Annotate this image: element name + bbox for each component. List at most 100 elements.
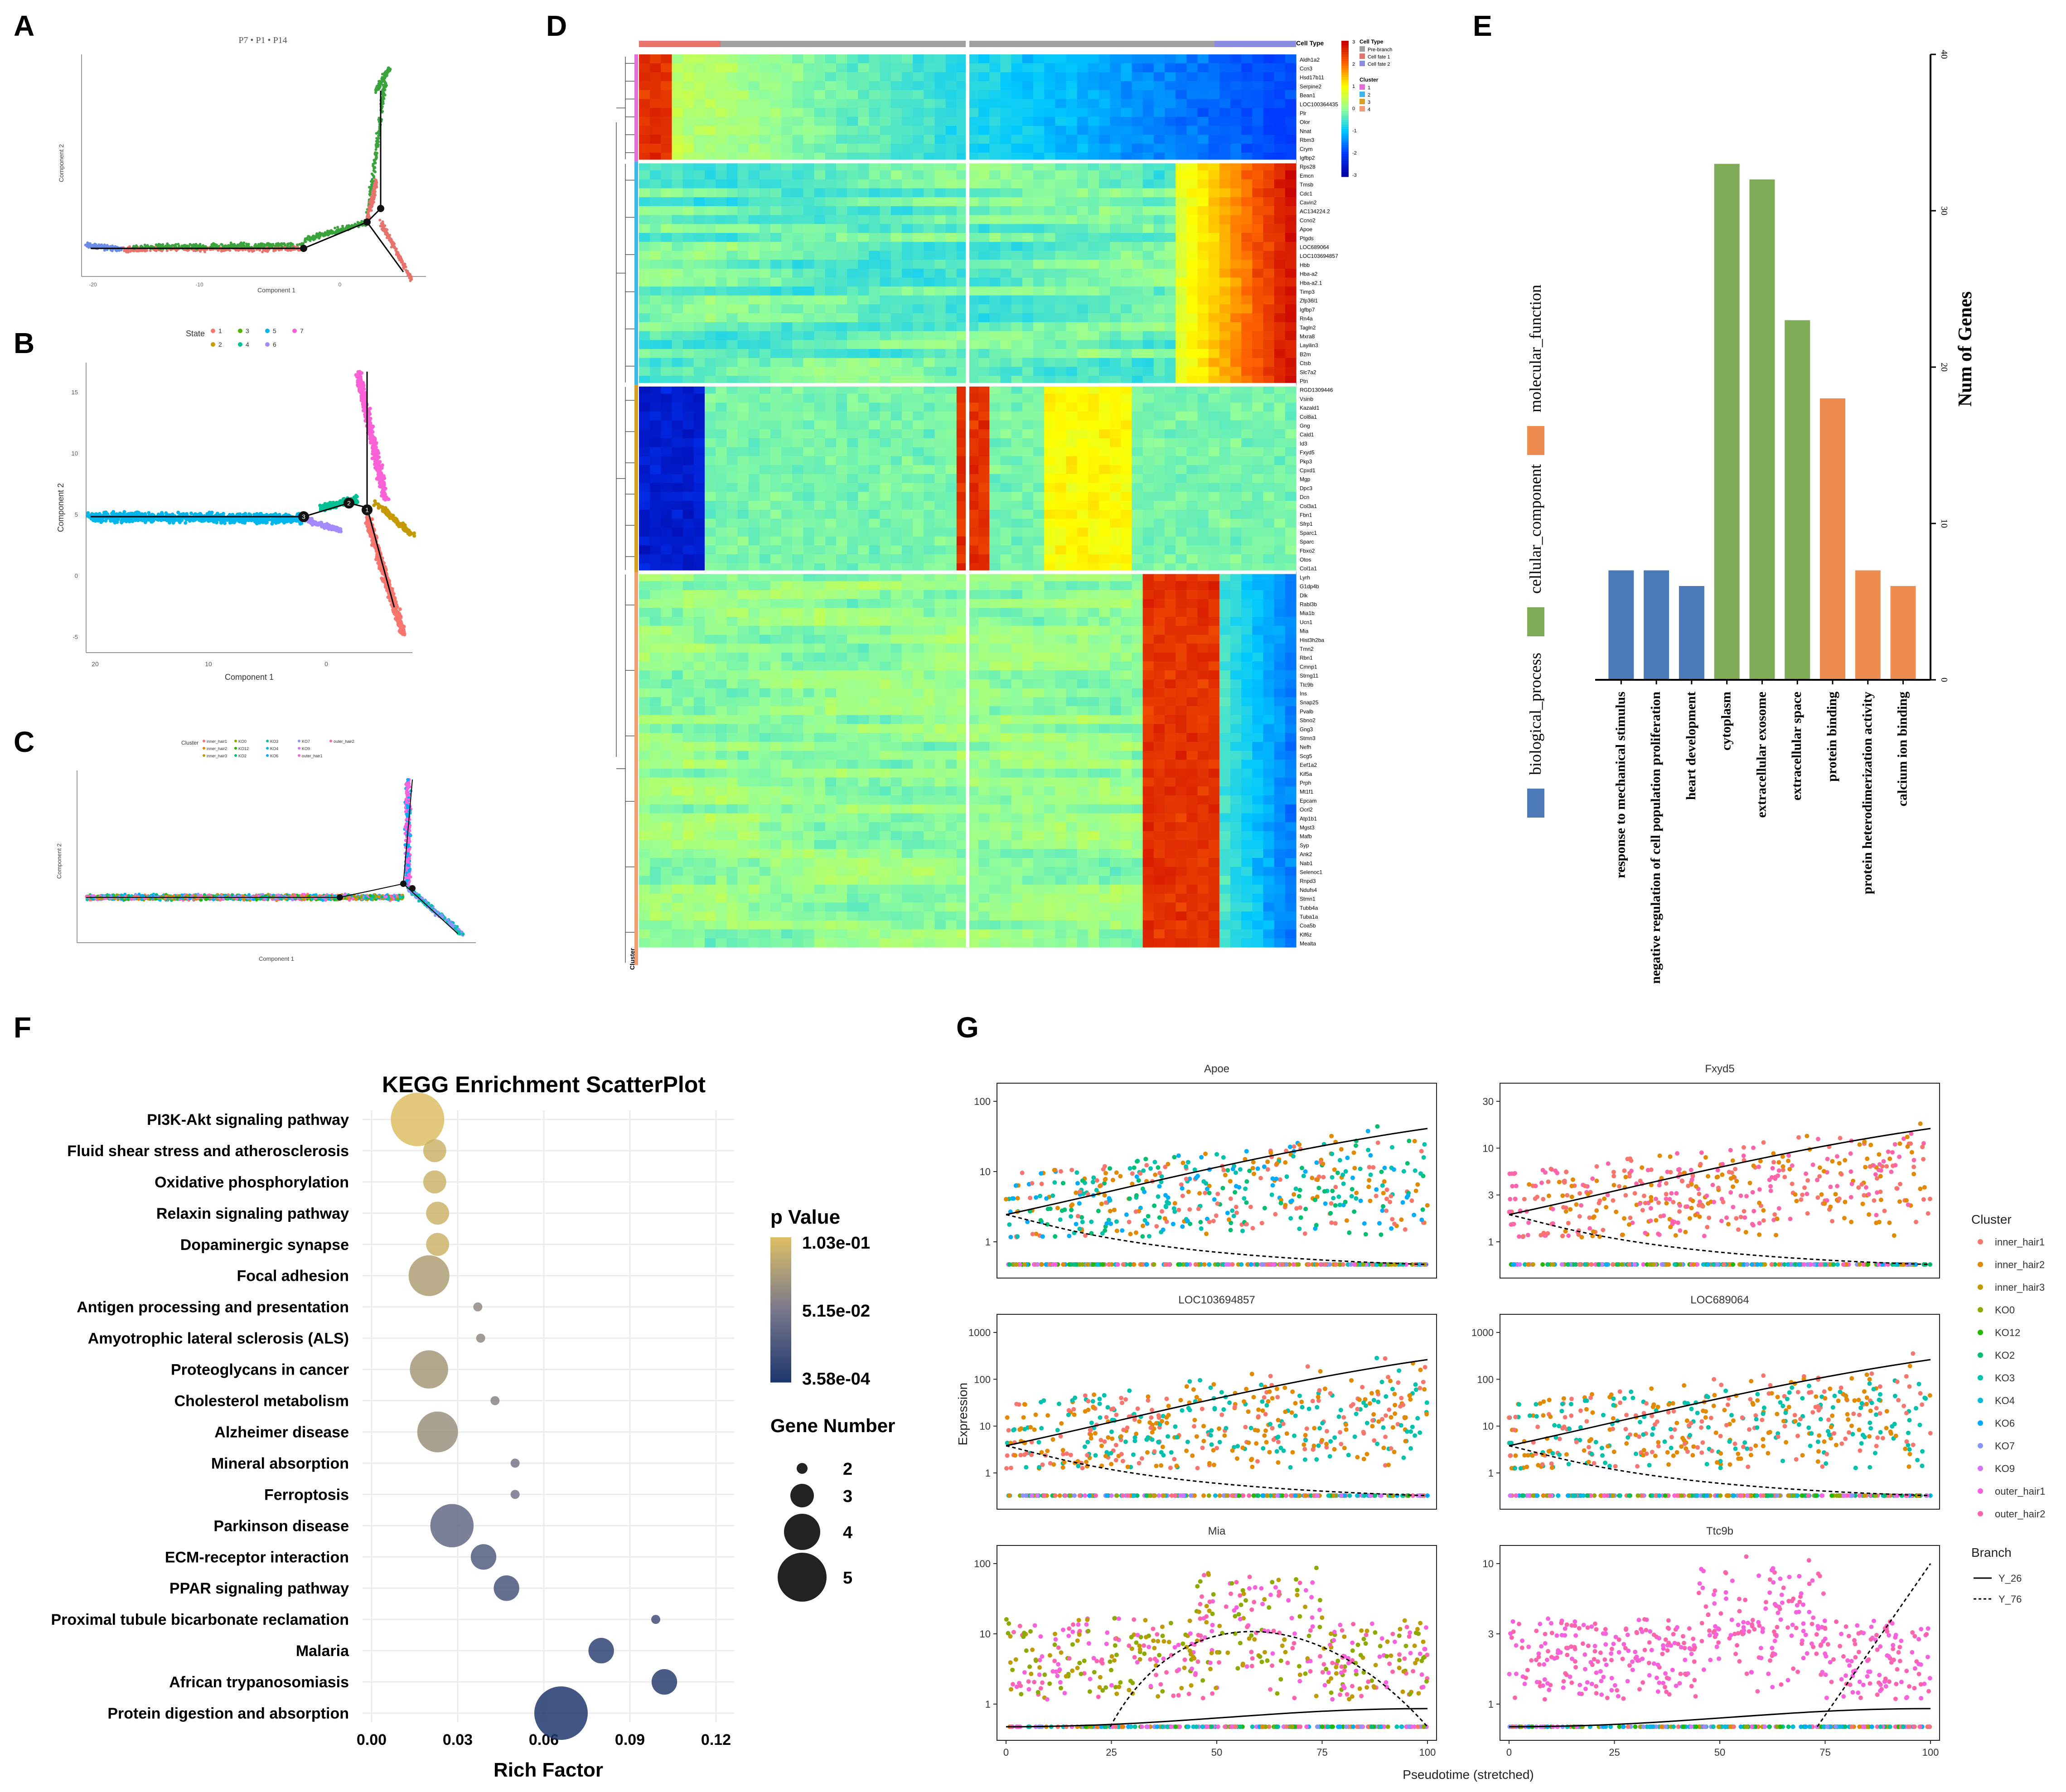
cell-point <box>382 225 385 228</box>
cell-point <box>194 242 198 246</box>
cell-point <box>331 526 335 530</box>
state-swatch <box>238 329 242 333</box>
cell-point <box>253 244 256 247</box>
cell-point <box>319 523 323 527</box>
cell-point <box>383 83 386 87</box>
cluster-swatch <box>234 747 237 750</box>
cell-point <box>384 72 387 75</box>
cell-point <box>274 513 278 517</box>
cell-point <box>398 607 402 611</box>
cell-point <box>206 518 210 522</box>
cell-point <box>377 136 380 140</box>
cell-point <box>407 531 411 535</box>
cell-point <box>368 201 371 204</box>
cell-point <box>370 172 373 175</box>
cell-point <box>381 99 384 102</box>
cell-point <box>359 386 363 390</box>
cell-point <box>280 243 283 247</box>
trajb-ytick-2: 10 <box>72 450 78 457</box>
cell-point <box>382 222 385 225</box>
traja-points <box>84 66 413 282</box>
trajb-points: 321 <box>85 370 416 637</box>
cell-point <box>378 84 382 87</box>
state-label: 7 <box>300 327 304 334</box>
cluster-label: KO3 <box>270 739 278 744</box>
cell-point <box>409 276 412 280</box>
cell-point <box>412 531 416 535</box>
cell-point <box>404 266 407 269</box>
cell-point <box>212 245 215 248</box>
cell-point <box>373 159 376 162</box>
cell-point <box>286 244 289 247</box>
cell-point <box>396 616 400 620</box>
cell-point <box>358 382 362 386</box>
panel-label-f: F <box>14 1011 32 1044</box>
cluster-label: inner_hair1 <box>207 739 227 744</box>
cell-point <box>111 245 114 248</box>
cell-point <box>92 243 96 247</box>
cell-point <box>387 71 390 74</box>
cell-point <box>368 424 372 428</box>
cell-point <box>412 534 416 538</box>
cell-point <box>372 436 376 440</box>
cell-point <box>326 524 330 528</box>
state-label: 5 <box>273 327 276 334</box>
cell-point <box>390 513 394 518</box>
trajb-xtick-1: 20 <box>92 660 99 668</box>
cell-point <box>389 68 392 71</box>
panel-label-e: E <box>1473 10 1492 42</box>
cell-point <box>334 227 337 230</box>
cell-point <box>267 245 271 248</box>
cell-point <box>183 244 186 247</box>
cell-point <box>382 80 385 83</box>
trajb-ylabel: Component 2 <box>56 483 65 532</box>
cell-point <box>386 235 389 238</box>
branch-node <box>377 205 384 212</box>
cell-point <box>285 518 290 522</box>
cell-point <box>339 228 343 231</box>
branch-node <box>344 498 354 509</box>
cell-point <box>370 199 373 203</box>
cell-point <box>241 248 244 252</box>
cell-point <box>393 242 396 245</box>
trajb-ytick-5: -5 <box>73 634 78 640</box>
panel-label-b: B <box>14 327 35 359</box>
state-label: 6 <box>273 341 276 348</box>
cell-point <box>235 513 239 517</box>
cell-point <box>264 244 267 247</box>
cell-point <box>118 513 122 517</box>
cluster-swatch <box>203 747 205 750</box>
cell-point <box>169 245 173 248</box>
cell-point <box>165 518 169 523</box>
cell-point <box>374 180 377 184</box>
cell-point <box>366 519 370 523</box>
cell-point <box>375 89 378 92</box>
cell-point <box>367 214 370 217</box>
cell-point <box>137 892 141 896</box>
cell-point <box>370 543 374 547</box>
cluster-label: KO9 <box>302 746 310 751</box>
cell-point <box>377 563 382 567</box>
cell-point <box>375 155 378 158</box>
cell-point <box>374 183 377 186</box>
cluster-label: inner_hair3 <box>207 754 227 758</box>
cell-point <box>124 519 128 523</box>
branch-node-label: 3 <box>302 513 305 520</box>
cell-point <box>149 249 152 252</box>
cell-point <box>121 517 126 521</box>
cell-point <box>177 242 180 246</box>
cell-point <box>373 499 377 503</box>
state-label: 3 <box>246 327 249 334</box>
state-swatch <box>211 342 215 347</box>
trajb-ytick-4: 0 <box>75 572 78 579</box>
cell-point <box>332 504 336 508</box>
cell-point <box>243 512 247 516</box>
traja-xtick-2: -10 <box>195 281 203 288</box>
cell-point <box>231 244 234 247</box>
cell-point <box>310 236 313 239</box>
cell-point <box>373 453 377 457</box>
branch-node-label: 2 <box>347 499 351 507</box>
cell-point <box>275 242 278 246</box>
cell-point <box>212 518 216 522</box>
cell-point <box>373 198 376 201</box>
